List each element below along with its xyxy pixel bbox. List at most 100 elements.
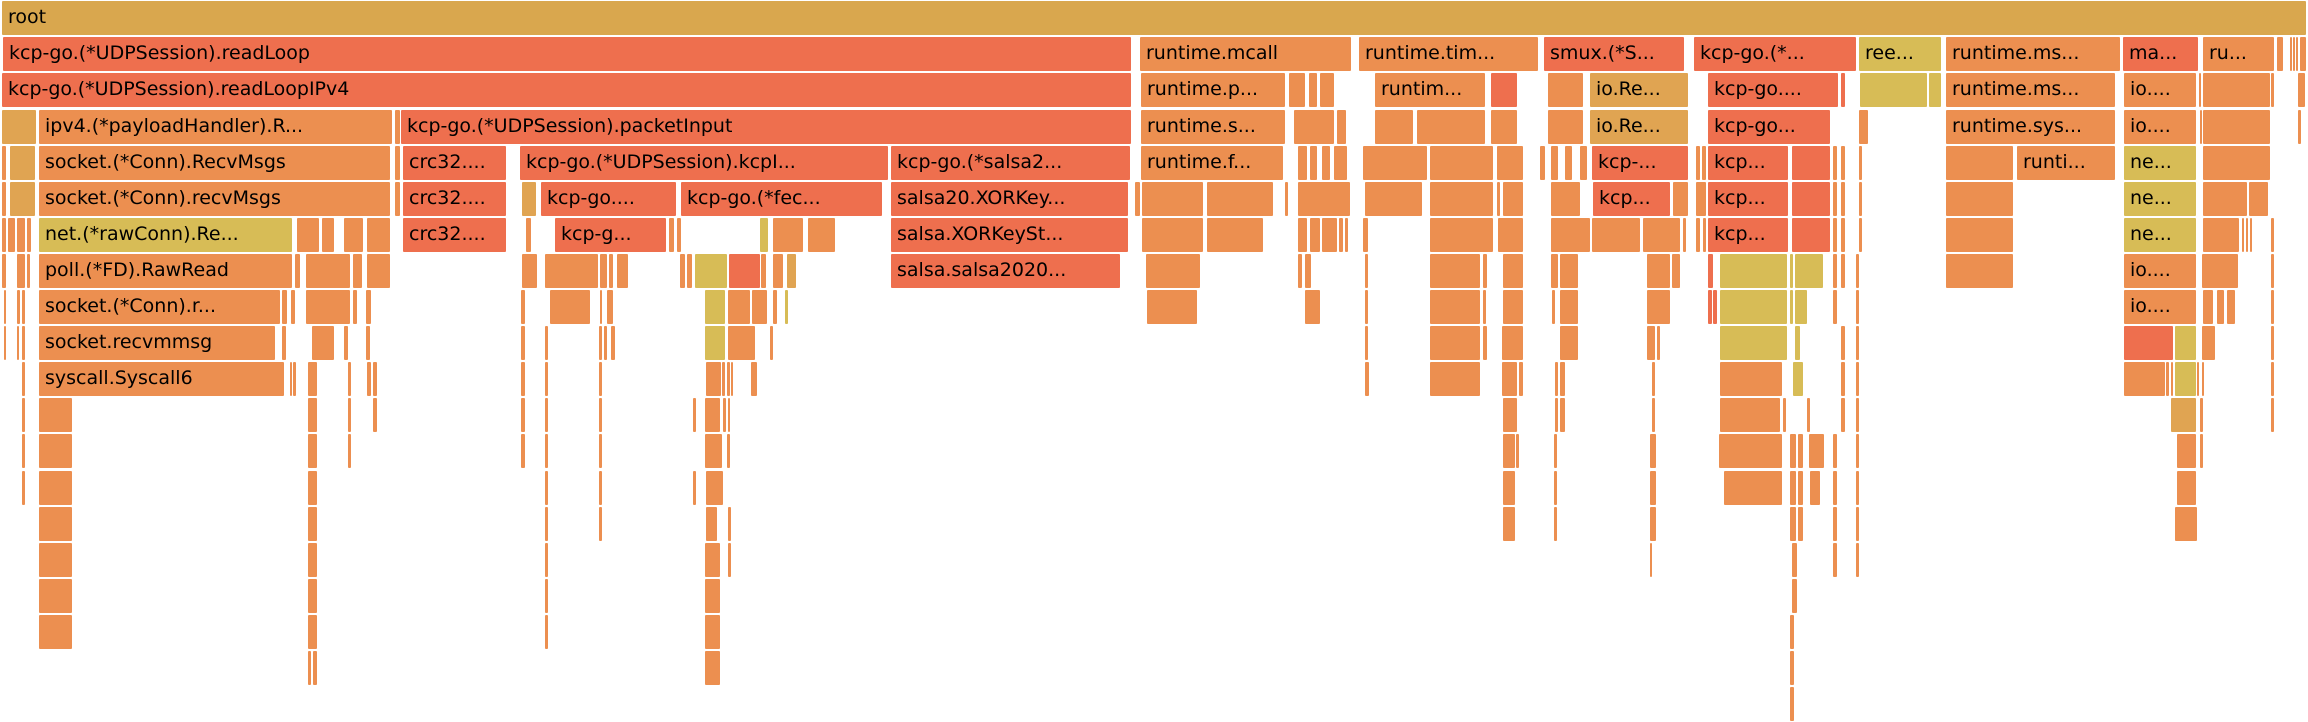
flame-frame[interactable] — [282, 290, 287, 324]
flame-frame[interactable] — [2175, 362, 2196, 397]
flame-frame[interactable] — [1430, 326, 1480, 361]
flame-frame-poll-fd-rawread[interactable]: poll.(*FD).RawRead — [39, 253, 292, 288]
flame-frame[interactable] — [773, 253, 783, 288]
flame-frame[interactable] — [17, 326, 19, 361]
flame-frame[interactable] — [2250, 217, 2252, 252]
flame-frame[interactable] — [1560, 362, 1565, 397]
flame-frame[interactable] — [705, 326, 725, 361]
flame-frame[interactable] — [2271, 362, 2274, 397]
flame-frame[interactable] — [1322, 145, 1330, 180]
flame-frame[interactable] — [600, 290, 602, 324]
flame-frame[interactable] — [1841, 181, 1845, 216]
flame-frame[interactable] — [545, 542, 548, 577]
flame-frame[interactable] — [1363, 217, 1368, 252]
flame-frame[interactable] — [760, 217, 768, 252]
flame-frame[interactable] — [1483, 290, 1486, 324]
flame-frame-kcp[interactable]: kcp... — [1708, 181, 1788, 216]
flame-frame[interactable] — [1672, 253, 1680, 288]
flame-frame[interactable] — [367, 362, 371, 397]
flame-frame[interactable] — [1548, 73, 1583, 108]
flame-frame[interactable] — [773, 290, 777, 324]
flame-frame[interactable] — [545, 578, 548, 613]
flame-frame[interactable] — [1696, 217, 1700, 252]
flame-frame[interactable] — [1841, 362, 1845, 397]
flame-frame[interactable] — [545, 253, 598, 288]
flame-frame-kcp[interactable]: kcp... — [1708, 217, 1788, 252]
flame-frame-syscall-syscall6[interactable]: syscall.Syscall6 — [39, 362, 284, 397]
flame-frame[interactable] — [1696, 181, 1706, 216]
flame-frame[interactable] — [677, 217, 681, 252]
flame-frame[interactable] — [1809, 434, 1824, 469]
flame-frame[interactable] — [2, 145, 6, 180]
flame-frame[interactable] — [1519, 362, 1523, 397]
flame-frame[interactable] — [1833, 145, 1837, 180]
flame-frame[interactable] — [1841, 73, 1845, 108]
flame-frame[interactable] — [705, 434, 722, 469]
flame-frame[interactable] — [705, 542, 720, 577]
flame-frame[interactable] — [728, 506, 731, 541]
flame-frame[interactable] — [728, 290, 750, 324]
flame-frame[interactable] — [308, 506, 317, 541]
flame-frame[interactable] — [8, 217, 15, 252]
flame-frame[interactable] — [522, 181, 536, 216]
flame-frame[interactable] — [1285, 181, 1288, 216]
flame-frame[interactable] — [526, 217, 531, 252]
flame-frame[interactable] — [308, 651, 311, 685]
flame-frame[interactable] — [1298, 253, 1302, 288]
flame-frame[interactable] — [395, 181, 400, 216]
flame-frame[interactable] — [599, 326, 602, 361]
flame-frame-io-re[interactable]: io.Re... — [1590, 109, 1688, 144]
flame-frame[interactable] — [1305, 290, 1320, 324]
flame-frame[interactable] — [353, 290, 357, 324]
flame-frame[interactable] — [308, 614, 317, 649]
flame-frame[interactable] — [2271, 73, 2274, 108]
flame-frame[interactable] — [1417, 109, 1485, 144]
flame-frame[interactable] — [1683, 217, 1686, 252]
flame-frame[interactable] — [1946, 145, 2013, 180]
flame-frame[interactable] — [1298, 145, 1307, 180]
flame-frame[interactable] — [2197, 362, 2199, 397]
flame-frame[interactable] — [1792, 217, 1830, 252]
flame-frame-socket-recvmmsg[interactable]: socket.recvmmsg — [39, 326, 275, 361]
flame-frame[interactable] — [2124, 326, 2173, 361]
flame-frame[interactable] — [2300, 37, 2306, 72]
flame-frame[interactable] — [1859, 109, 1868, 144]
flame-frame-kcp-go-fec[interactable]: kcp-go.(*fec... — [681, 181, 882, 216]
flame-frame-ipv4-payloadhandler-r[interactable]: ipv4.(*payloadHandler).R... — [39, 109, 392, 144]
flame-frame[interactable] — [1795, 253, 1823, 288]
flame-frame[interactable] — [2177, 434, 2196, 469]
flame-frame[interactable] — [1430, 145, 1493, 180]
flame-frame[interactable] — [1790, 290, 1793, 324]
flame-frame[interactable] — [1792, 181, 1830, 216]
flame-frame[interactable] — [1859, 217, 1862, 252]
flame-frame[interactable] — [27, 253, 30, 288]
flame-frame[interactable] — [706, 362, 721, 397]
flame-frame-ma[interactable]: ma... — [2123, 37, 2198, 72]
flame-frame[interactable] — [669, 217, 674, 252]
flame-frame[interactable] — [522, 253, 537, 288]
flame-frame[interactable] — [312, 326, 334, 361]
flame-frame[interactable] — [27, 217, 31, 252]
flame-frame[interactable] — [1491, 73, 1517, 108]
flame-frame-smux-s[interactable]: smux.(*S... — [1544, 37, 1684, 72]
flame-frame[interactable] — [306, 253, 350, 288]
flame-frame[interactable] — [308, 398, 317, 433]
flame-frame[interactable] — [39, 506, 72, 541]
flame-frame[interactable] — [1841, 253, 1845, 288]
flame-frame[interactable] — [17, 290, 20, 324]
flame-frame[interactable] — [2271, 326, 2274, 361]
flame-frame[interactable] — [1790, 470, 1796, 505]
flame-frame[interactable] — [1207, 181, 1273, 216]
flame-frame[interactable] — [2, 253, 6, 288]
flame-frame[interactable] — [727, 362, 730, 397]
flame-frame[interactable] — [313, 651, 317, 685]
flame-frame[interactable] — [1841, 217, 1845, 252]
flame-frame[interactable] — [2242, 217, 2244, 252]
flame-frame[interactable] — [1720, 326, 1787, 361]
flame-frame[interactable] — [1841, 326, 1845, 361]
flame-frame[interactable] — [2200, 398, 2203, 433]
flame-frame[interactable] — [1565, 145, 1572, 180]
flame-frame[interactable] — [1554, 470, 1557, 505]
flame-frame[interactable] — [1798, 434, 1803, 469]
flame-frame[interactable] — [2249, 181, 2268, 216]
